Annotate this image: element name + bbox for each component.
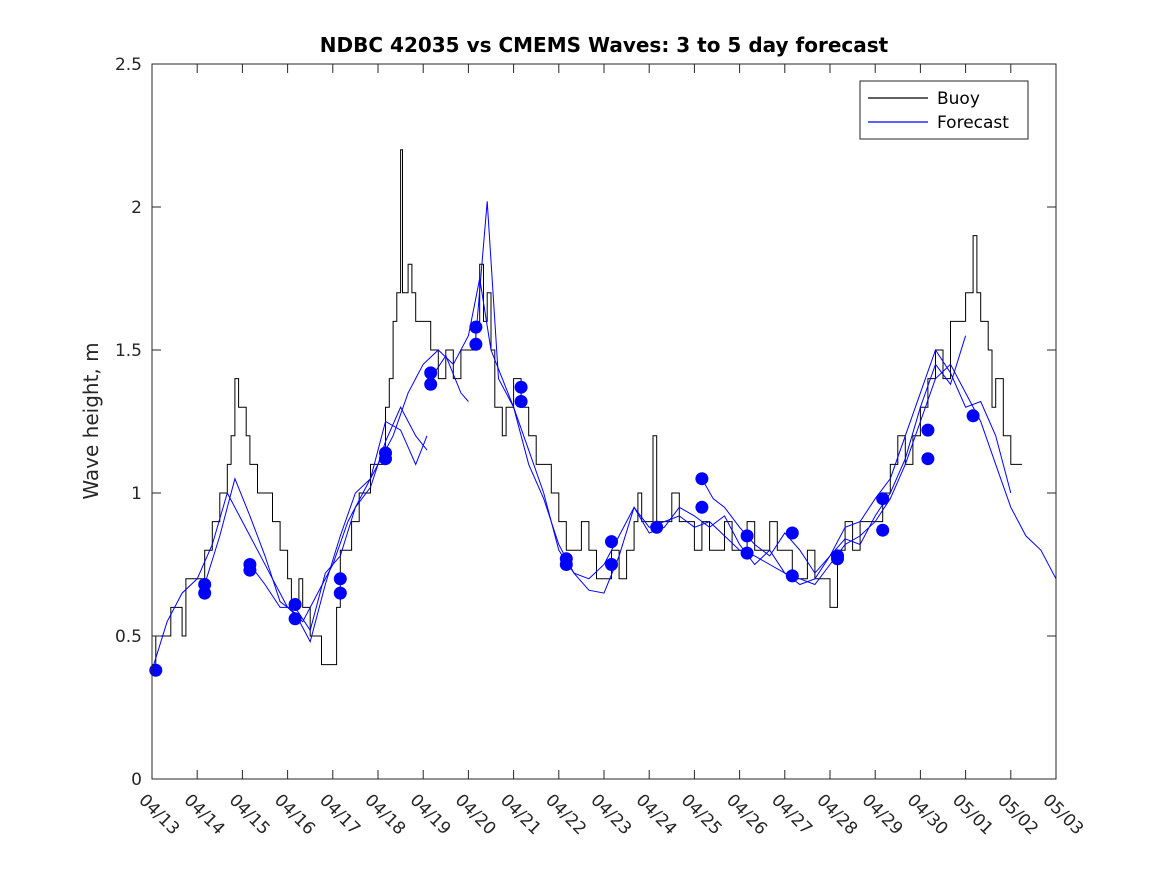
series-forecast-line-2 [249, 406, 428, 632]
series-forecast-line-0 [151, 278, 1057, 671]
y-tick-label-2: 1 [131, 484, 142, 504]
legend-label-forecast: Forecast [937, 113, 1009, 133]
forecast-marker-8 [333, 586, 347, 600]
forecast-marker-0 [149, 663, 163, 677]
forecast-marker-24 [740, 529, 754, 543]
y-tick-label-4: 2 [131, 198, 142, 218]
marker-layer [149, 320, 980, 677]
forecast-marker-18 [559, 558, 573, 571]
y-tick-label-0: 0 [131, 770, 142, 790]
forecast-marker-16 [514, 395, 528, 408]
forecast-marker-12 [424, 377, 438, 391]
forecast-marker-11 [424, 366, 438, 380]
forecast-marker-25 [740, 546, 754, 560]
forecast-marker-5 [288, 598, 302, 611]
legend-box [859, 80, 1029, 140]
y-tick-label-1: 0.5 [115, 627, 142, 647]
series-buoy-line [152, 149, 1023, 666]
forecast-marker-34 [966, 409, 980, 423]
legend-label-buoy: Buoy [937, 89, 980, 109]
forecast-marker-26 [785, 526, 799, 540]
forecast-marker-32 [921, 423, 935, 437]
forecast-marker-22 [695, 472, 709, 486]
plot-area [152, 64, 1056, 779]
series-forecast-line-3 [430, 354, 469, 402]
y-axis-label: Wave height, m [79, 342, 103, 499]
forecast-marker-14 [469, 337, 483, 351]
forecast-marker-4 [243, 563, 257, 577]
forecast-marker-6 [288, 612, 302, 626]
y-tick-label-5: 2.5 [115, 55, 142, 75]
forecast-marker-21 [650, 520, 664, 534]
forecast-marker-30 [876, 492, 890, 506]
legend: Buoy Forecast [859, 80, 1029, 140]
forecast-marker-31 [876, 523, 890, 537]
forecast-marker-2 [198, 586, 212, 600]
series-forecast-line-1 [204, 420, 428, 644]
y-tick-label-3: 1.5 [115, 341, 142, 361]
chart-title: NDBC 42035 vs CMEMS Waves: 3 to 5 day fo… [320, 33, 889, 57]
forecast-marker-27 [785, 569, 799, 583]
forecast-marker-15 [514, 380, 528, 394]
forecast-marker-7 [333, 572, 347, 586]
forecast-marker-23 [695, 500, 709, 514]
forecast-marker-33 [921, 452, 935, 466]
forecast-marker-13 [469, 320, 483, 334]
forecast-marker-20 [605, 558, 618, 571]
forecast-marker-29 [831, 552, 844, 566]
forecast-marker-10 [379, 452, 392, 466]
forecast-marker-19 [605, 535, 618, 549]
